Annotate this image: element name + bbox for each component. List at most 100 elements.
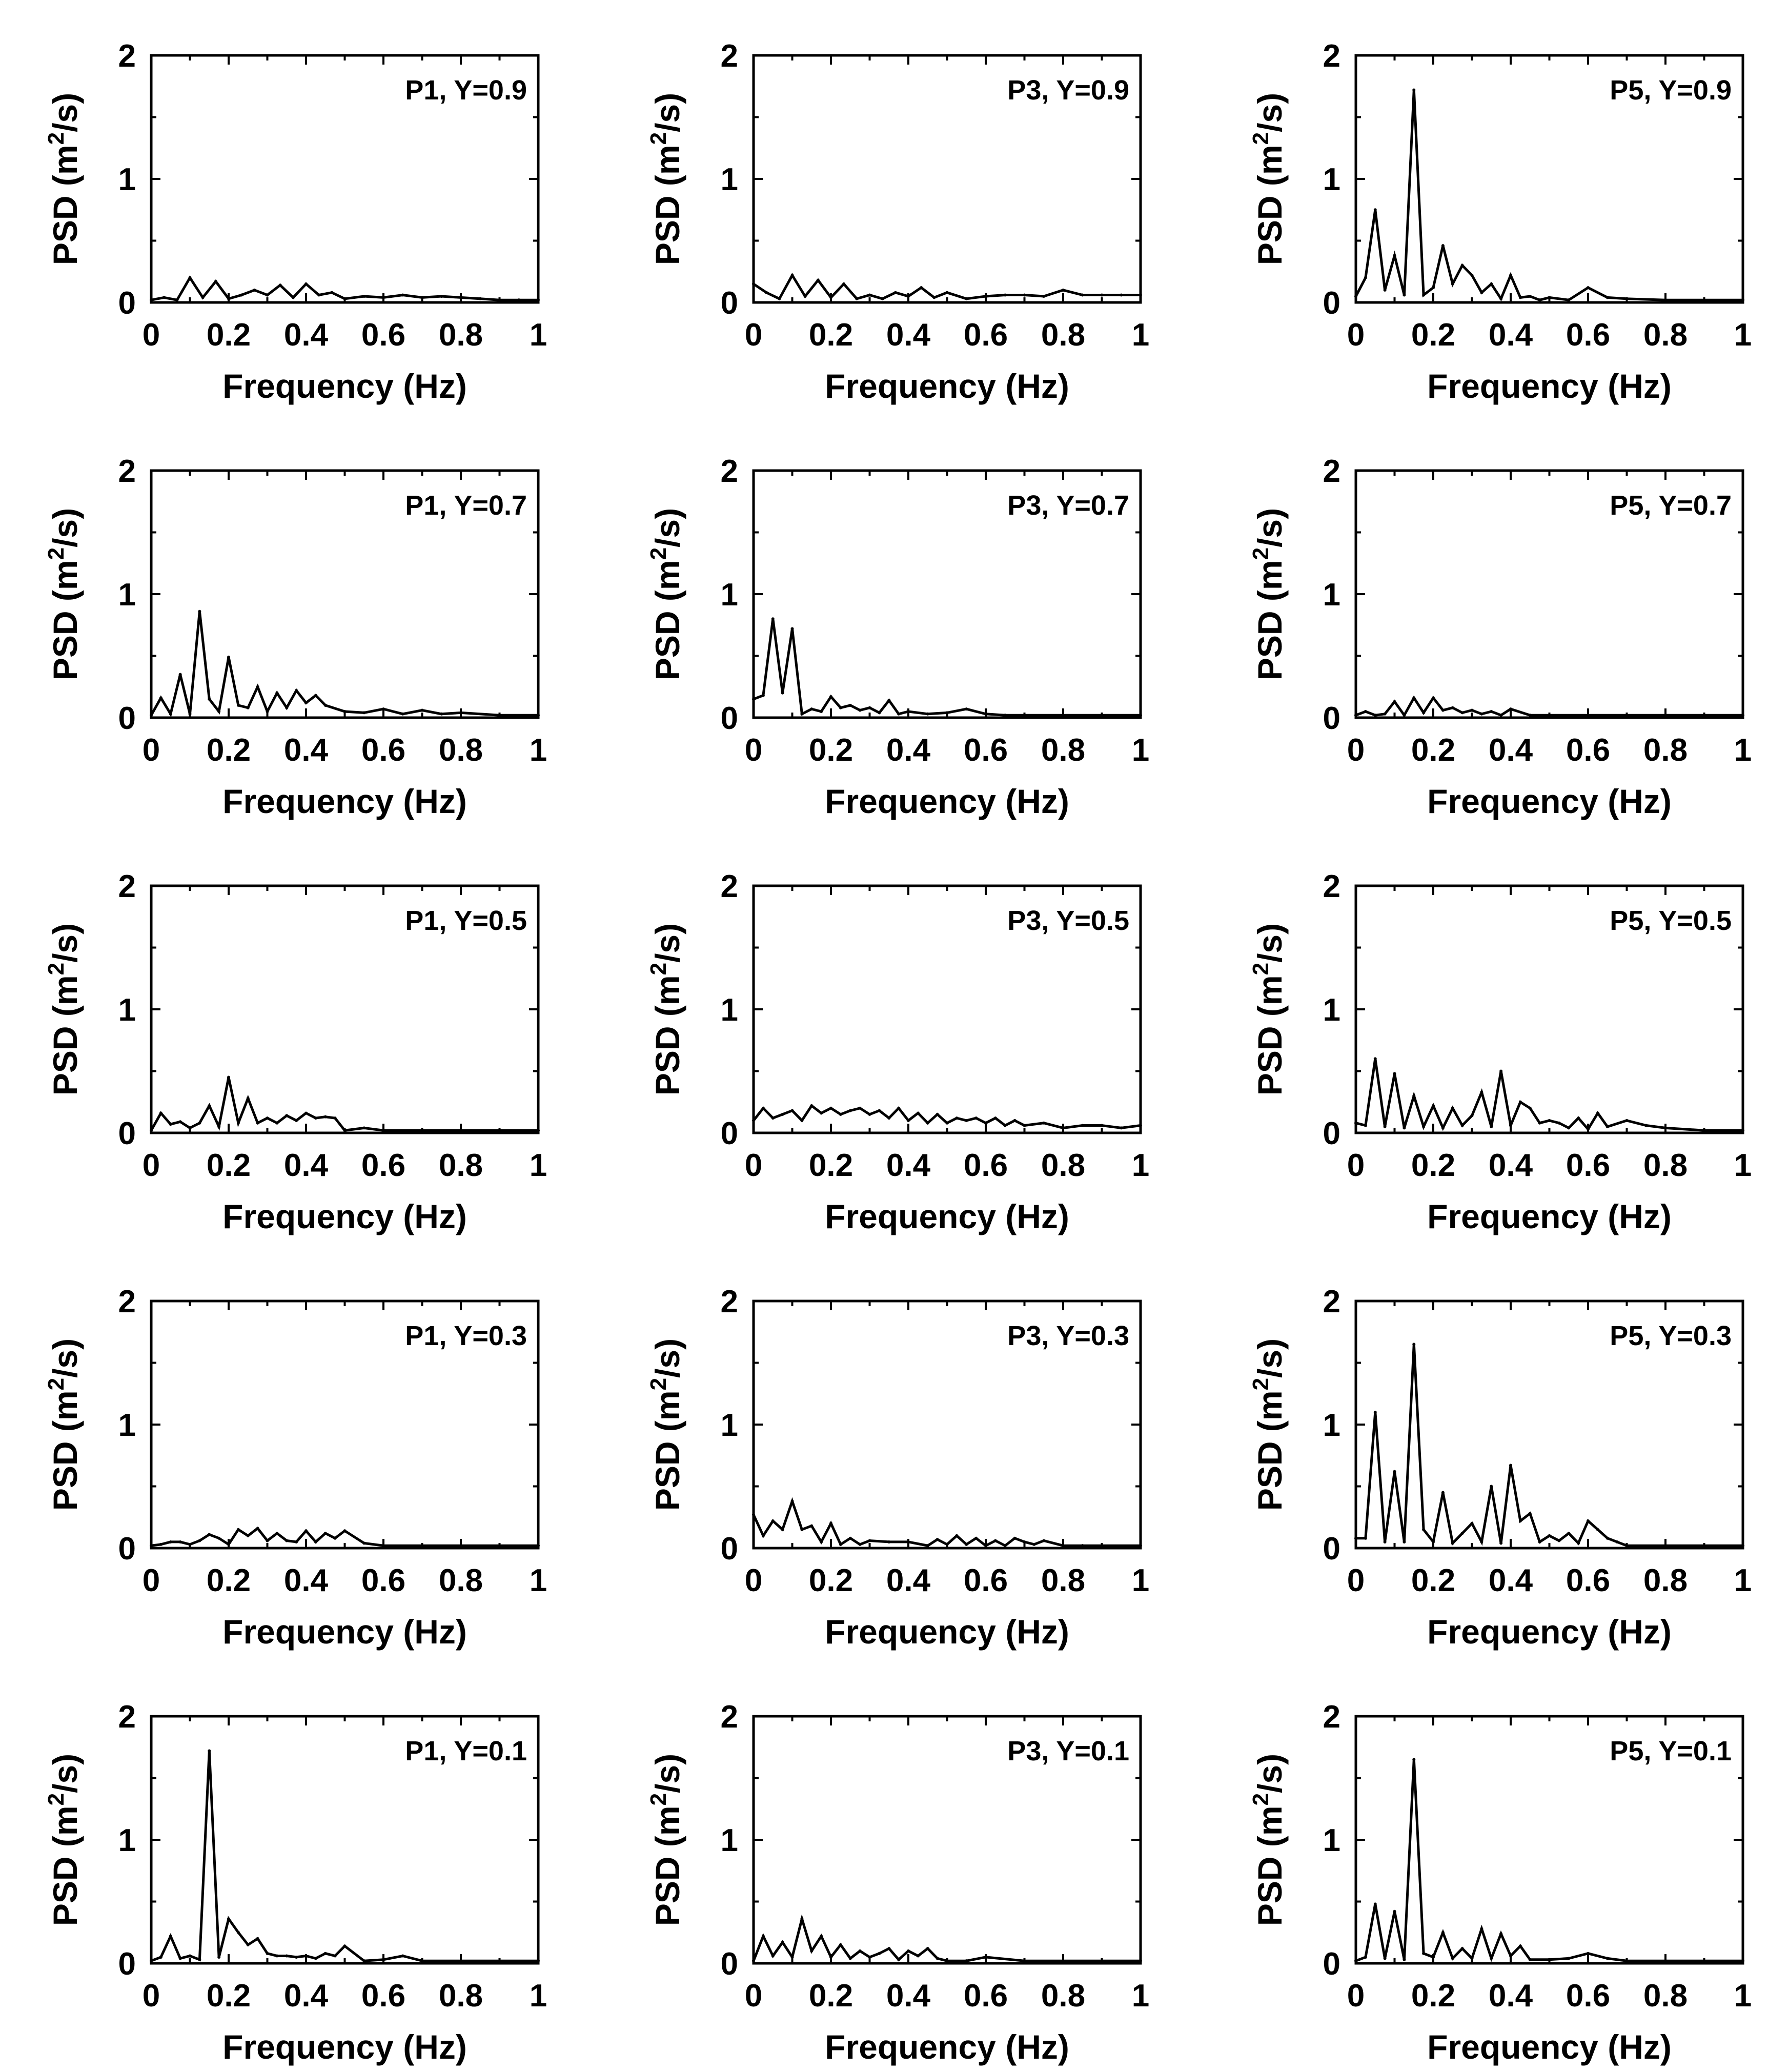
data-point xyxy=(1480,1090,1484,1094)
psd-series-line xyxy=(1355,695,1743,718)
data-point xyxy=(314,694,317,697)
x-axis-label: Frequency (Hz) xyxy=(1427,2028,1672,2066)
x-tick-label: 0 xyxy=(1347,1978,1365,2014)
x-tick-label: 0 xyxy=(1347,1148,1365,1183)
data-point xyxy=(343,1529,347,1533)
data-point xyxy=(401,293,404,297)
x-tick-label: 0.2 xyxy=(809,1148,853,1183)
y-tick-label: 0 xyxy=(721,701,738,736)
x-tick-label: 0.8 xyxy=(1041,733,1085,768)
data-point xyxy=(1499,1541,1503,1545)
x-tick-label: 0.8 xyxy=(1041,1978,1085,2014)
data-point xyxy=(440,294,443,298)
data-point xyxy=(1741,1959,1744,1963)
data-point xyxy=(984,294,987,298)
data-point xyxy=(936,1538,939,1541)
data-point xyxy=(240,293,243,297)
data-point xyxy=(984,1544,987,1548)
data-point xyxy=(781,1528,784,1531)
data-point xyxy=(266,1952,269,1955)
y-tick-label: 2 xyxy=(118,38,136,74)
panel-annotation: P5, Y=0.7 xyxy=(1610,490,1732,521)
data-point xyxy=(839,1943,842,1946)
x-tick-label: 0.6 xyxy=(964,1563,1008,1598)
data-point xyxy=(800,1917,804,1921)
x-tick-label: 0.8 xyxy=(1643,317,1688,353)
panel-annotation: P3, Y=0.3 xyxy=(1007,1321,1129,1351)
data-point xyxy=(778,297,781,300)
y-tick-label: 0 xyxy=(118,1116,136,1151)
data-point xyxy=(1702,298,1706,302)
data-point xyxy=(1393,1072,1396,1075)
data-point xyxy=(159,1111,162,1115)
data-point xyxy=(1702,714,1706,717)
data-point xyxy=(227,1542,230,1546)
data-point xyxy=(1567,298,1571,302)
x-tick-label: 0.4 xyxy=(886,1148,931,1183)
y-axis-label: PSD (m2/s) xyxy=(646,1754,686,1926)
data-point xyxy=(1451,1957,1454,1960)
data-point xyxy=(1003,1544,1007,1548)
x-tick-label: 0 xyxy=(745,1148,762,1183)
data-point xyxy=(984,1955,987,1959)
data-point xyxy=(974,1536,978,1540)
data-point xyxy=(217,1955,221,1959)
y-tick-label: 2 xyxy=(721,1699,738,1735)
data-point xyxy=(771,1116,775,1120)
data-point xyxy=(1741,298,1744,302)
data-point xyxy=(1373,1057,1377,1061)
data-point xyxy=(188,276,192,279)
y-axis-label: PSD (m2/s) xyxy=(44,93,84,265)
data-point xyxy=(150,298,153,302)
data-point xyxy=(278,283,282,287)
data-point xyxy=(897,712,901,716)
data-point xyxy=(208,697,211,701)
panel-annotation: P1, Y=0.9 xyxy=(405,75,527,106)
x-axis-label: Frequency (Hz) xyxy=(825,2028,1069,2066)
data-point xyxy=(1023,1540,1026,1543)
y-axis-label: PSD (m2/s) xyxy=(646,93,686,265)
x-tick-label: 0.2 xyxy=(809,1563,853,1598)
subplot-p5-y-0-1: 0 0.2 0.4 0.6 0.8 1 0 1 2 Frequency (Hz) PSD (m2/s… xyxy=(1248,1699,1752,2066)
x-tick-label: 1 xyxy=(530,1563,547,1598)
x-tick-label: 0.4 xyxy=(1489,1978,1533,2014)
data-point xyxy=(1100,1959,1104,1963)
data-point xyxy=(829,296,832,299)
data-point xyxy=(984,712,987,716)
data-point xyxy=(1702,1129,1706,1132)
x-tick-label: 0.4 xyxy=(886,1563,931,1598)
data-point xyxy=(1422,1952,1426,1955)
subplot-p1-y-0-9: 0 0.2 0.4 0.6 0.8 1 0 1 2 Frequency (Hz) PSD (m2/s… xyxy=(44,38,547,405)
y-tick-label: 2 xyxy=(1323,869,1340,904)
data-point xyxy=(1499,714,1503,717)
x-tick-label: 0.8 xyxy=(1041,1563,1085,1598)
data-point xyxy=(1480,1540,1484,1543)
data-point xyxy=(169,1540,172,1543)
data-point xyxy=(993,1116,997,1120)
y-axis-label: PSD (m2/s) xyxy=(646,508,686,680)
x-tick-label: 0 xyxy=(1347,317,1365,353)
subplot-p1-y-0-5: 0 0.2 0.4 0.6 0.8 1 0 1 2 Frequency (Hz) PSD (m2/s… xyxy=(44,869,547,1235)
data-point xyxy=(208,1533,211,1536)
x-tick-label: 0.8 xyxy=(1041,1148,1085,1183)
x-tick-label: 0.6 xyxy=(1566,317,1610,353)
data-point xyxy=(227,655,230,659)
y-tick-label: 0 xyxy=(1323,1531,1340,1567)
data-point xyxy=(1548,714,1551,717)
data-point xyxy=(188,1954,192,1958)
data-point xyxy=(1062,1544,1065,1548)
data-point xyxy=(1528,1958,1532,1961)
data-point xyxy=(848,1957,852,1960)
data-point xyxy=(752,1119,755,1122)
data-point xyxy=(150,1544,153,1548)
data-point xyxy=(1042,294,1046,298)
data-point xyxy=(752,1513,755,1516)
data-point xyxy=(1490,1485,1493,1488)
data-point xyxy=(955,1534,959,1537)
psd-series-line xyxy=(151,1751,538,1962)
data-point xyxy=(275,1532,279,1535)
data-point xyxy=(256,1121,259,1125)
data-point xyxy=(790,273,794,277)
x-tick-label: 0.2 xyxy=(207,317,251,353)
y-tick-label: 0 xyxy=(1323,286,1340,321)
